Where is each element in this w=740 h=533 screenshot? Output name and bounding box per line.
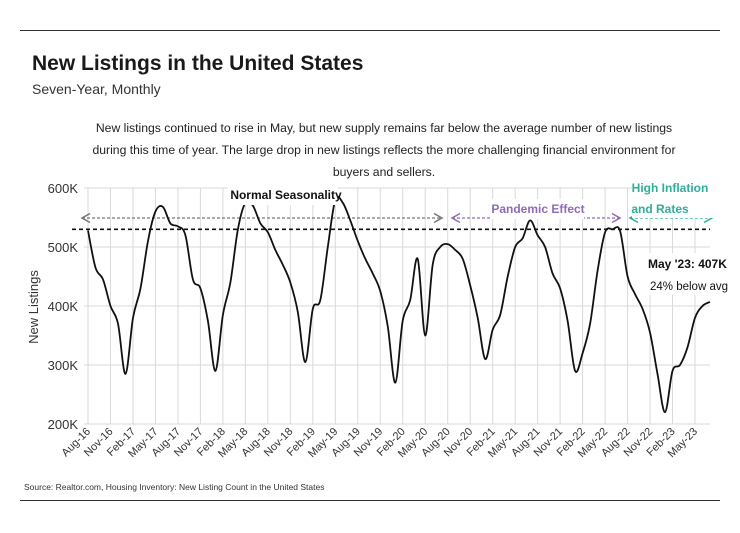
callout-note-label: 24% below avg — [650, 281, 728, 293]
annotations: Normal Seasonality Pandemic Effect High … — [228, 178, 728, 295]
high-inflation-label: High Inflation — [632, 181, 709, 195]
pandemic-label-bg — [492, 199, 584, 219]
y-tick-label: 400K — [48, 299, 79, 314]
normal-seasonality-label: Normal Seasonality — [230, 188, 342, 202]
chart-subtitle: Seven-Year, Monthly — [32, 81, 161, 97]
chart-description: New listings continued to rise in May, b… — [92, 121, 676, 179]
inflation-label-bg — [632, 178, 720, 218]
x-axis: Aug-16Nov-16Feb-17May-17Aug-17Nov-17Feb-… — [60, 426, 701, 460]
normal-label-bg — [228, 183, 338, 205]
y-tick-label: 200K — [48, 417, 79, 432]
callout-bg — [644, 253, 720, 295]
pandemic-arrowhead-left — [450, 212, 461, 224]
source-note: Source: Realtor.com, Housing Inventory: … — [24, 482, 325, 492]
gridlines — [84, 187, 710, 425]
callout-value-label: May '23: 407K — [648, 257, 727, 271]
top-rule — [20, 30, 720, 31]
y-tick-label: 600K — [48, 181, 79, 196]
y-axis: 200K 300K 400K 500K 600K — [48, 181, 79, 432]
pandemic-effect-label: Pandemic Effect — [491, 202, 584, 216]
period-arrows — [80, 212, 714, 224]
normal-arrowhead-right — [433, 212, 444, 224]
pandemic-arrowhead-right — [611, 212, 622, 224]
normal-arrowhead-left — [80, 212, 91, 224]
series-line — [87, 195, 711, 414]
chart-title: New Listings in the United States — [32, 52, 364, 75]
y-tick-label: 500K — [48, 240, 79, 255]
y-axis-label: New Listings — [26, 270, 41, 344]
y-tick-label: 300K — [48, 358, 79, 373]
bottom-rule — [20, 500, 720, 501]
and-rates-label: and Rates — [631, 202, 689, 216]
